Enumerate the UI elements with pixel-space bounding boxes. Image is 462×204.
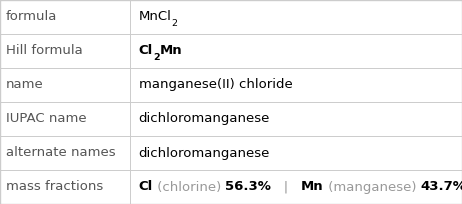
- Text: |: |: [271, 181, 301, 194]
- Text: Cl: Cl: [139, 44, 153, 58]
- Text: MnCl: MnCl: [139, 10, 171, 23]
- Text: IUPAC name: IUPAC name: [6, 112, 86, 125]
- Text: manganese(II) chloride: manganese(II) chloride: [139, 79, 292, 92]
- Text: (chlorine): (chlorine): [153, 181, 225, 194]
- Text: 2: 2: [153, 53, 159, 62]
- Text: dichloromanganese: dichloromanganese: [139, 146, 270, 160]
- Text: Mn: Mn: [301, 181, 324, 194]
- Text: (manganese): (manganese): [324, 181, 420, 194]
- Text: Hill formula: Hill formula: [6, 44, 82, 58]
- Text: 56.3%: 56.3%: [225, 181, 271, 194]
- Text: Cl: Cl: [139, 181, 153, 194]
- Text: mass fractions: mass fractions: [6, 181, 103, 194]
- Text: dichloromanganese: dichloromanganese: [139, 112, 270, 125]
- Text: Mn: Mn: [159, 44, 182, 58]
- Text: 2: 2: [171, 19, 177, 28]
- Text: 43.7%: 43.7%: [420, 181, 462, 194]
- Text: alternate names: alternate names: [6, 146, 115, 160]
- Text: formula: formula: [6, 10, 57, 23]
- Text: name: name: [6, 79, 43, 92]
